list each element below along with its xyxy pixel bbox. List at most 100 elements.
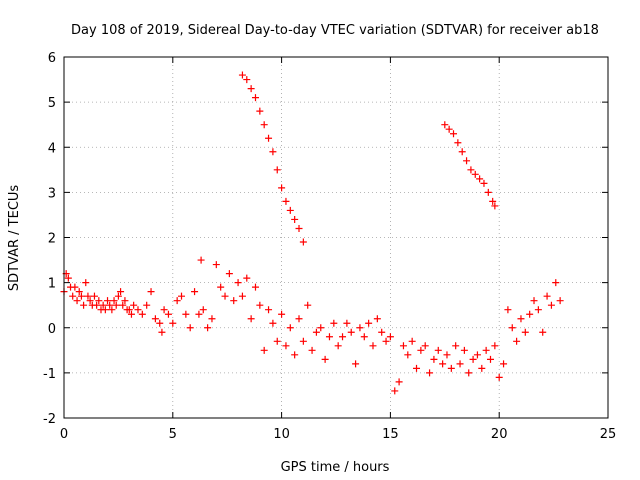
data-point bbox=[321, 355, 329, 363]
data-point bbox=[265, 134, 273, 142]
data-point bbox=[312, 328, 320, 336]
data-point bbox=[486, 355, 494, 363]
data-point bbox=[356, 324, 364, 332]
data-point bbox=[269, 148, 277, 156]
data-point bbox=[454, 139, 462, 147]
data-point bbox=[82, 279, 90, 287]
data-point bbox=[556, 297, 564, 305]
data-point bbox=[134, 306, 142, 314]
data-point bbox=[308, 346, 316, 354]
y-tick-label: 5 bbox=[48, 96, 56, 111]
data-point bbox=[169, 319, 177, 327]
data-point bbox=[106, 301, 114, 309]
data-point bbox=[251, 94, 259, 102]
data-point bbox=[286, 324, 294, 332]
data-point bbox=[238, 292, 246, 300]
x-tick-label: 10 bbox=[273, 427, 290, 442]
data-point bbox=[295, 315, 303, 323]
data-point bbox=[456, 360, 464, 368]
data-point bbox=[480, 179, 488, 187]
x-tick-label: 25 bbox=[600, 427, 617, 442]
data-point bbox=[291, 215, 299, 223]
data-point bbox=[534, 306, 542, 314]
data-point bbox=[478, 364, 486, 372]
data-point bbox=[273, 166, 281, 174]
data-point bbox=[343, 319, 351, 327]
data-point bbox=[260, 121, 268, 129]
data-point bbox=[90, 292, 98, 300]
data-point bbox=[238, 71, 246, 79]
data-point bbox=[450, 130, 458, 138]
data-point bbox=[508, 324, 516, 332]
x-tick-label: 0 bbox=[60, 427, 68, 442]
data-point bbox=[299, 238, 307, 246]
data-point bbox=[395, 378, 403, 386]
data-point bbox=[330, 319, 338, 327]
data-point bbox=[445, 125, 453, 133]
data-point bbox=[77, 292, 85, 300]
data-point bbox=[138, 310, 146, 318]
data-point bbox=[484, 188, 492, 196]
data-point bbox=[104, 297, 112, 305]
data-point bbox=[491, 342, 499, 350]
data-point bbox=[413, 364, 421, 372]
data-point bbox=[430, 355, 438, 363]
data-point bbox=[130, 301, 138, 309]
y-tick-label: 6 bbox=[48, 51, 56, 66]
data-point bbox=[441, 121, 449, 129]
data-point bbox=[476, 175, 484, 183]
data-point bbox=[256, 301, 264, 309]
data-point bbox=[221, 292, 229, 300]
data-point bbox=[69, 292, 77, 300]
data-point bbox=[114, 292, 122, 300]
data-point bbox=[443, 351, 451, 359]
data-point bbox=[273, 337, 281, 345]
chart-title: Day 108 of 2019, Sidereal Day-to-day VTE… bbox=[71, 23, 599, 38]
data-point bbox=[186, 324, 194, 332]
data-point bbox=[452, 342, 460, 350]
data-point bbox=[382, 337, 390, 345]
data-point bbox=[84, 292, 92, 300]
data-point bbox=[547, 301, 555, 309]
data-point bbox=[439, 360, 447, 368]
data-point bbox=[426, 369, 434, 377]
data-point bbox=[80, 301, 88, 309]
data-point bbox=[339, 333, 347, 341]
data-point bbox=[447, 364, 455, 372]
data-point bbox=[526, 310, 534, 318]
data-point bbox=[473, 351, 481, 359]
data-point bbox=[164, 310, 172, 318]
data-point bbox=[143, 301, 151, 309]
data-point bbox=[243, 76, 251, 84]
data-point bbox=[489, 197, 497, 205]
data-point bbox=[530, 297, 538, 305]
data-point bbox=[234, 279, 242, 287]
data-point bbox=[247, 315, 255, 323]
data-point bbox=[539, 328, 547, 336]
data-point bbox=[278, 184, 286, 192]
data-point bbox=[93, 301, 101, 309]
data-point bbox=[543, 292, 551, 300]
data-point bbox=[75, 288, 83, 296]
data-point bbox=[299, 337, 307, 345]
data-point bbox=[408, 337, 416, 345]
data-point bbox=[73, 297, 81, 305]
data-point bbox=[117, 288, 125, 296]
data-point bbox=[95, 297, 103, 305]
data-point bbox=[471, 170, 479, 178]
data-point bbox=[369, 342, 377, 350]
data-point bbox=[469, 355, 477, 363]
data-point bbox=[208, 315, 216, 323]
data-point bbox=[265, 306, 273, 314]
data-point bbox=[178, 292, 186, 300]
data-point bbox=[504, 306, 512, 314]
y-tick-label: -1 bbox=[43, 367, 56, 382]
data-point bbox=[391, 387, 399, 395]
data-point bbox=[491, 202, 499, 210]
data-point bbox=[500, 360, 508, 368]
data-point bbox=[64, 274, 72, 282]
y-tick-label: -2 bbox=[43, 412, 56, 427]
data-point bbox=[282, 342, 290, 350]
data-point bbox=[347, 328, 355, 336]
